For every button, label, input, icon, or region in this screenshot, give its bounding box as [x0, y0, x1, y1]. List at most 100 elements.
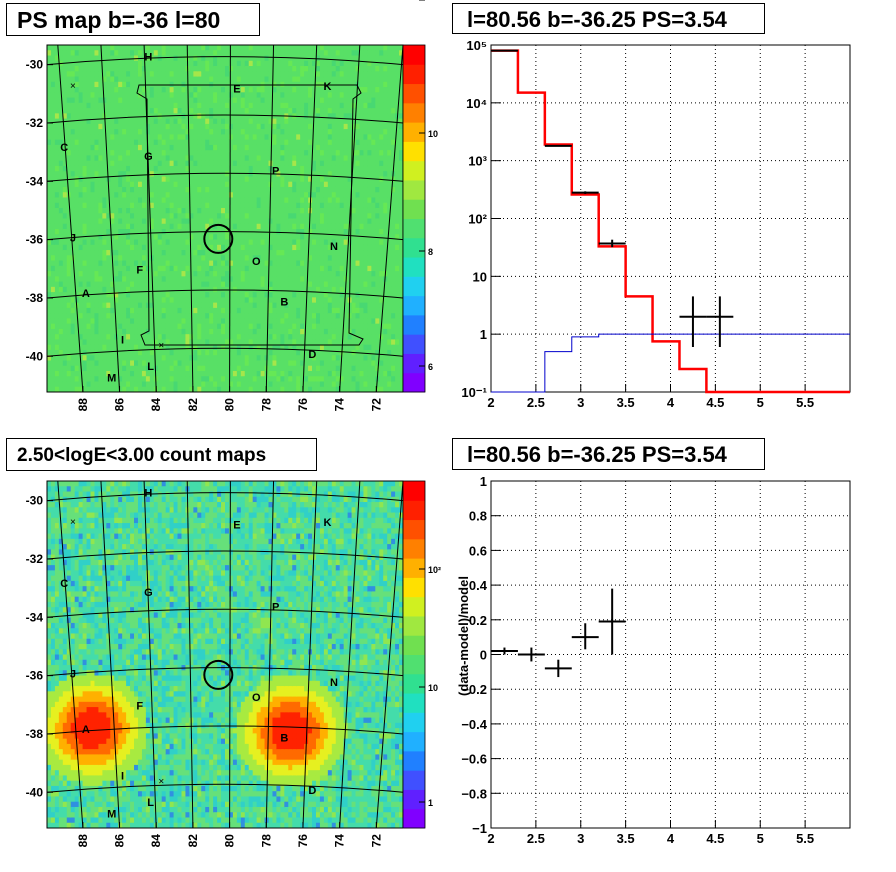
map-pixel	[256, 192, 262, 199]
map-pixel	[110, 160, 115, 167]
map-pixel	[240, 66, 246, 72]
map-pixel	[47, 355, 52, 362]
map-pixel	[161, 134, 167, 141]
map-pixel	[236, 223, 242, 230]
map-pixel	[94, 344, 100, 351]
map-pixel	[70, 113, 76, 120]
map-pixel	[106, 234, 111, 241]
map-pixel	[240, 370, 246, 377]
map-pixel	[272, 202, 278, 209]
map-pixel	[228, 150, 234, 157]
map-pixel	[280, 260, 285, 267]
map-pixel	[312, 339, 317, 346]
map-pixel	[205, 108, 210, 114]
map-pixel	[213, 150, 218, 157]
map-pixel	[145, 297, 151, 304]
map-pixel	[90, 255, 96, 262]
map-pixel	[153, 334, 159, 341]
map-pixel	[339, 66, 345, 72]
map-pixel	[304, 376, 309, 383]
map-pixel	[94, 207, 100, 214]
map-pixel	[90, 45, 96, 51]
map-pixel	[66, 60, 72, 67]
map-pixel	[102, 197, 107, 204]
map-pixel	[288, 229, 293, 235]
map-pixel	[50, 66, 56, 72]
map-pixel	[94, 334, 100, 341]
map-pixel	[248, 381, 254, 388]
map-pixel	[339, 92, 345, 99]
map-pixel	[177, 150, 183, 157]
map-pixel	[343, 223, 349, 230]
map-pixel	[157, 349, 163, 356]
map-pixel	[264, 60, 270, 67]
map-pixel	[205, 255, 210, 262]
map-pixel	[181, 386, 187, 392]
map-pixel	[284, 370, 289, 377]
map-pixel	[78, 144, 84, 151]
map-pixel	[157, 271, 163, 277]
map-pixel	[106, 281, 111, 288]
map-pixel	[228, 276, 234, 283]
map-pixel	[82, 286, 88, 293]
map-pixel	[304, 339, 309, 346]
map-pixel	[312, 218, 317, 225]
map-pixel	[82, 160, 88, 167]
map-pixel	[217, 118, 222, 125]
map-pixel	[165, 186, 171, 193]
map-pixel	[201, 255, 206, 262]
map-pixel	[308, 144, 313, 151]
map-pixel	[205, 313, 210, 319]
map-pixel	[173, 297, 179, 304]
map-pixel	[248, 265, 254, 272]
map-pixel	[145, 139, 151, 146]
map-pixel	[137, 218, 143, 225]
map-pixel	[308, 286, 313, 293]
map-pixel	[169, 370, 175, 377]
map-pixel	[280, 349, 285, 356]
map-pixel	[252, 155, 258, 162]
map-pixel	[232, 92, 238, 99]
map-pixel	[319, 71, 325, 78]
map-pixel	[292, 181, 297, 188]
map-pixel	[319, 223, 325, 230]
map-pixel	[236, 92, 242, 99]
map-pixel	[252, 302, 258, 309]
map-pixel	[153, 92, 159, 99]
map-pixel	[106, 349, 111, 356]
map-pixel	[252, 265, 258, 272]
map-pixel	[86, 113, 92, 120]
map-pixel	[225, 307, 230, 314]
map-pixel	[323, 365, 329, 372]
map-pixel	[193, 139, 198, 146]
map-pixel	[74, 318, 80, 325]
map-pixel	[157, 197, 163, 204]
map-pixel	[114, 307, 119, 314]
map-pixel	[141, 150, 147, 157]
map-pixel	[50, 292, 56, 298]
map-pixel	[78, 281, 84, 288]
map-pixel	[315, 87, 321, 93]
map-pixel	[244, 160, 250, 167]
map-pixel	[319, 297, 325, 304]
map-pixel	[209, 307, 214, 314]
map-pixel	[102, 92, 107, 99]
map-pixel	[209, 344, 214, 351]
map-pixel	[256, 292, 262, 298]
map-pixel	[304, 334, 309, 341]
map-pixel	[86, 376, 92, 383]
map-pixel	[177, 60, 183, 67]
map-pixel	[161, 244, 167, 251]
map-pixel	[74, 113, 80, 120]
map-pixel	[323, 218, 329, 225]
map-pixel	[323, 323, 329, 330]
map-pixel	[264, 55, 270, 62]
map-pixel	[82, 97, 88, 104]
map-pixel	[54, 386, 60, 392]
map-pixel	[304, 344, 309, 351]
map-pixel	[153, 355, 159, 362]
map-pixel	[153, 192, 159, 199]
map-pixel	[276, 134, 281, 141]
map-pixel	[256, 60, 262, 67]
map-pixel	[126, 328, 131, 335]
